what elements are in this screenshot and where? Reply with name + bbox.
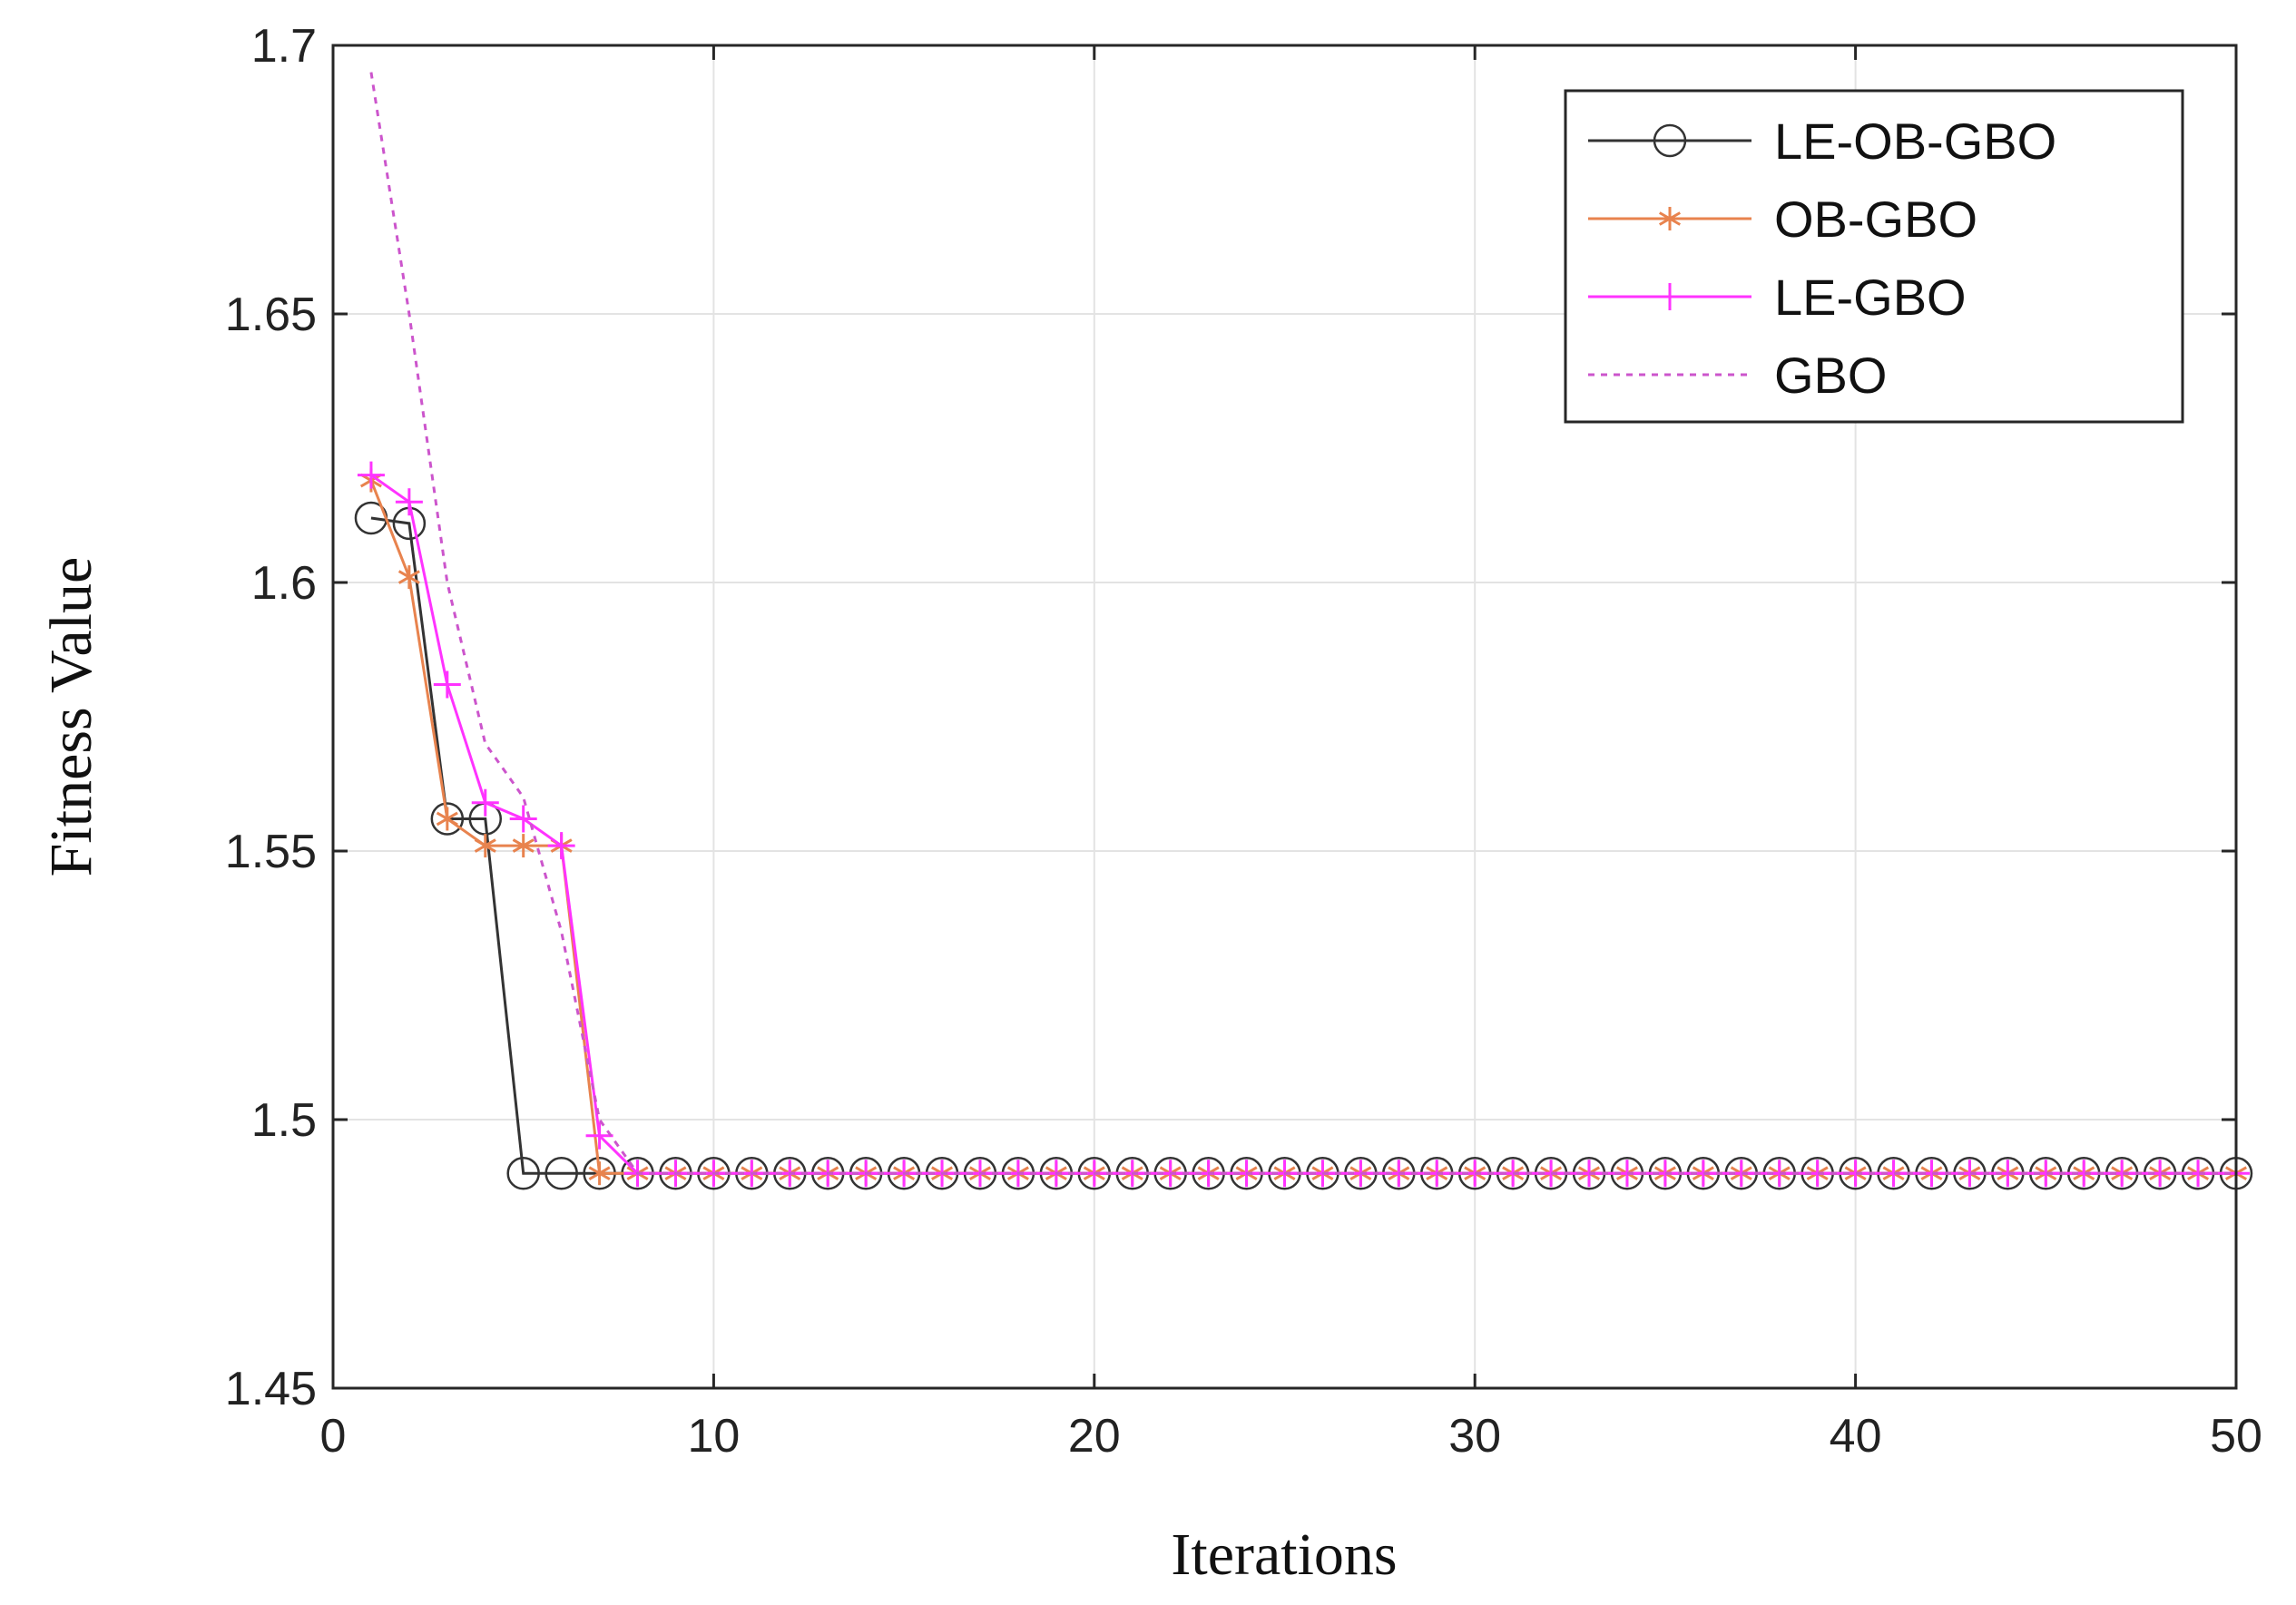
- data-point: [512, 834, 535, 858]
- data-point: [395, 488, 423, 516]
- ticks: 0 10 20 30 40 50 1.45 1.5 1.55 1.6 1.65 1.7: [225, 20, 2262, 1463]
- data-point: [547, 832, 575, 860]
- data-point: [436, 807, 458, 831]
- y-axis-title: Fitness Value: [38, 557, 104, 877]
- asterisk-stroke: [397, 570, 420, 584]
- x-axis-title: Iterations: [1171, 1522, 1397, 1588]
- legend-item: OB-GBO: [1588, 191, 1977, 248]
- asterisk-stroke: [588, 1166, 611, 1180]
- legend-label: LE-GBO: [1774, 269, 1967, 326]
- y-tick-label: 1.6: [251, 557, 317, 610]
- series-layer: [354, 72, 2253, 1190]
- plot-frame: [331, 44, 2238, 1390]
- circle-marker-shape: [506, 1156, 540, 1190]
- legend-box: [1564, 89, 2184, 424]
- data-point: [509, 805, 537, 833]
- legend: LE-OB-GBO OB-GBO LE-GBO GBO: [1564, 89, 2184, 424]
- asterisk-stroke: [1658, 211, 1682, 226]
- data-point: [585, 1121, 613, 1150]
- x-tick-label: 50: [2210, 1410, 2262, 1463]
- data-point: [545, 1156, 578, 1190]
- x-tick-label: 20: [1068, 1410, 1121, 1463]
- asterisk-stroke: [436, 811, 458, 827]
- legend-label: LE-OB-GBO: [1774, 113, 2056, 170]
- legend-label: OB-GBO: [1774, 191, 1977, 248]
- x-tick-label: 30: [1448, 1410, 1501, 1463]
- data-point: [471, 788, 499, 817]
- y-tick-label: 1.55: [225, 826, 317, 878]
- x-tick-label: 10: [687, 1410, 740, 1463]
- data-point: [506, 1156, 540, 1190]
- circle-marker-shape: [545, 1156, 578, 1190]
- data-point: [588, 1161, 611, 1186]
- data-point: [430, 802, 465, 836]
- legend-marker: [1653, 123, 1687, 158]
- data-point: [433, 670, 461, 699]
- data-point: [474, 834, 496, 858]
- data-point: [357, 461, 385, 489]
- y-tick-label: 1.45: [225, 1363, 317, 1415]
- legend-marker: [1656, 283, 1683, 310]
- legend-marker: [1658, 207, 1682, 230]
- x-tick-label: 0: [320, 1410, 347, 1463]
- y-tick-label: 1.5: [251, 1094, 317, 1147]
- y-tick-label: 1.7: [251, 20, 317, 73]
- x-tick-label: 40: [1830, 1410, 1882, 1463]
- asterisk-stroke: [512, 838, 535, 853]
- series-gbo: [369, 72, 2236, 1175]
- legend-item: LE-OB-GBO: [1588, 113, 2056, 170]
- legend-item: GBO: [1588, 347, 1887, 404]
- legend-label: GBO: [1774, 347, 1887, 404]
- circle-marker-shape: [430, 802, 465, 836]
- asterisk-stroke: [474, 838, 496, 853]
- y-tick-label: 1.65: [225, 289, 317, 341]
- series-line: [369, 72, 2236, 1175]
- data-point: [397, 565, 420, 590]
- legend-item: LE-GBO: [1588, 269, 1967, 326]
- circle-marker-shape: [1653, 123, 1687, 158]
